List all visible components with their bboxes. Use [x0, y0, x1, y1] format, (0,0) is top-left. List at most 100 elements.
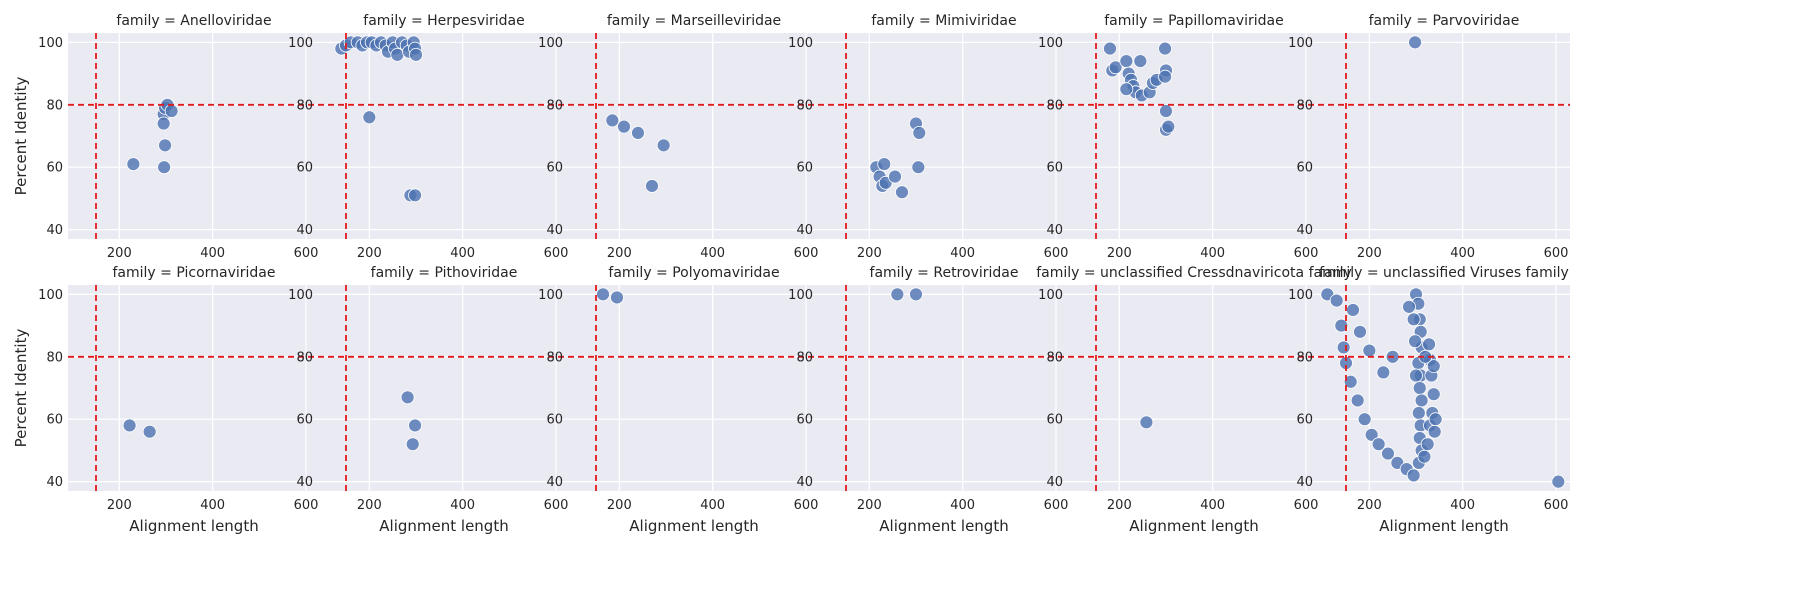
x-tick-label: 400	[450, 498, 475, 513]
y-tick-label: 40	[546, 223, 563, 238]
data-point	[656, 138, 671, 153]
x-axis-label: Alignment length	[879, 517, 1008, 535]
data-point	[122, 418, 137, 433]
y-tick-label: 60	[1296, 413, 1313, 428]
data-point	[1428, 412, 1443, 427]
data-point	[1402, 299, 1416, 314]
points-layer	[122, 418, 157, 439]
data-point	[1411, 406, 1426, 420]
data-point	[912, 125, 927, 140]
panel-background	[68, 285, 320, 491]
y-tick-label: 100	[288, 288, 313, 303]
y-tick-label: 40	[1296, 223, 1313, 238]
panel-background	[568, 285, 820, 491]
x-tick-label: 400	[950, 246, 975, 261]
data-point	[1108, 60, 1123, 75]
data-point	[156, 116, 171, 131]
x-tick-label: 600	[1294, 498, 1319, 513]
panel-background	[568, 33, 820, 239]
x-tick-label: 400	[950, 498, 975, 513]
data-point	[890, 287, 905, 302]
data-point	[1426, 359, 1441, 374]
x-tick-label: 600	[1044, 246, 1069, 261]
data-point	[1420, 437, 1435, 452]
x-tick-label: 200	[857, 246, 882, 261]
panel-background	[318, 33, 570, 239]
y-tick-label: 80	[1296, 350, 1313, 365]
y-tick-label: 100	[288, 36, 313, 51]
y-tick-label: 100	[538, 36, 563, 51]
points-layer	[869, 116, 927, 200]
panels-layer: 40 60 80 100 200 400 600 family = Anelloviridae…	[12, 13, 1570, 535]
x-tick-label: 600	[294, 246, 319, 261]
y-tick-label: 40	[1046, 223, 1063, 238]
panel-title: family = Marseilleviridae	[607, 13, 781, 29]
y-tick-label: 80	[46, 98, 63, 113]
data-point	[1417, 449, 1432, 464]
x-tick-label: 600	[1544, 498, 1569, 513]
x-tick-label: 600	[544, 498, 569, 513]
data-point	[1158, 41, 1172, 56]
data-point	[1408, 35, 1422, 50]
data-point	[645, 179, 659, 193]
data-point	[408, 418, 422, 433]
x-tick-label: 200	[857, 498, 882, 513]
data-point	[408, 188, 422, 203]
data-point	[409, 47, 423, 62]
facet-panel: 40 60 80 100 200 400 600 family = Marseilleviri…	[538, 13, 820, 261]
data-point	[1381, 446, 1395, 461]
x-tick-label: 200	[607, 246, 632, 261]
x-tick-label: 200	[357, 246, 382, 261]
data-point	[1371, 437, 1386, 452]
y-tick-label: 40	[46, 223, 63, 238]
data-point	[1329, 293, 1344, 308]
data-point	[158, 138, 172, 153]
y-tick-label: 60	[546, 161, 563, 176]
facet-panel: 40 60 80 100 200 400 600 family = Picornavirida…	[12, 265, 320, 535]
data-point	[1139, 415, 1154, 430]
x-tick-label: 600	[1544, 246, 1569, 261]
x-tick-label: 200	[607, 498, 632, 513]
y-axis-label: Percent Identity	[12, 77, 30, 196]
data-point	[1119, 82, 1134, 97]
y-tick-label: 40	[46, 475, 63, 490]
facet-panel: 40 60 80 100 200 400 600 family = Anelloviridae…	[12, 13, 320, 261]
panel-title: family = Picornaviridae	[113, 265, 276, 281]
y-tick-label: 60	[796, 413, 813, 428]
y-tick-label: 60	[296, 413, 313, 428]
panel-title: family = Mimiviridae	[871, 13, 1016, 29]
data-point	[605, 113, 620, 128]
y-tick-label: 40	[546, 475, 563, 490]
panel-background	[818, 33, 1070, 239]
data-point	[1103, 41, 1117, 56]
x-tick-label: 400	[200, 246, 225, 261]
panel-background	[1068, 285, 1320, 491]
x-axis-label: Alignment length	[129, 517, 258, 535]
y-tick-label: 60	[46, 161, 63, 176]
data-point	[1408, 334, 1422, 349]
y-tick-label: 40	[1046, 475, 1063, 490]
x-tick-label: 200	[1357, 246, 1382, 261]
data-point	[1334, 318, 1349, 333]
data-point	[1427, 424, 1442, 439]
y-tick-label: 40	[296, 223, 313, 238]
x-tick-label: 400	[1450, 498, 1475, 513]
panel-background	[1068, 33, 1320, 239]
y-tick-label: 100	[38, 288, 63, 303]
data-point	[1409, 368, 1423, 383]
panel-title: family = unclassified Cressdnaviricota f…	[1036, 265, 1352, 281]
y-tick-label: 40	[296, 475, 313, 490]
y-tick-label: 60	[796, 161, 813, 176]
data-point	[1551, 474, 1566, 489]
data-point	[164, 104, 179, 118]
points-layer	[1408, 35, 1422, 50]
data-point	[1357, 412, 1372, 427]
y-tick-label: 100	[1038, 288, 1063, 303]
y-tick-label: 60	[1296, 161, 1313, 176]
data-point	[911, 160, 926, 175]
y-tick-label: 60	[46, 413, 63, 428]
points-layer	[605, 113, 671, 193]
x-tick-label: 600	[1294, 246, 1319, 261]
data-point	[405, 437, 420, 452]
